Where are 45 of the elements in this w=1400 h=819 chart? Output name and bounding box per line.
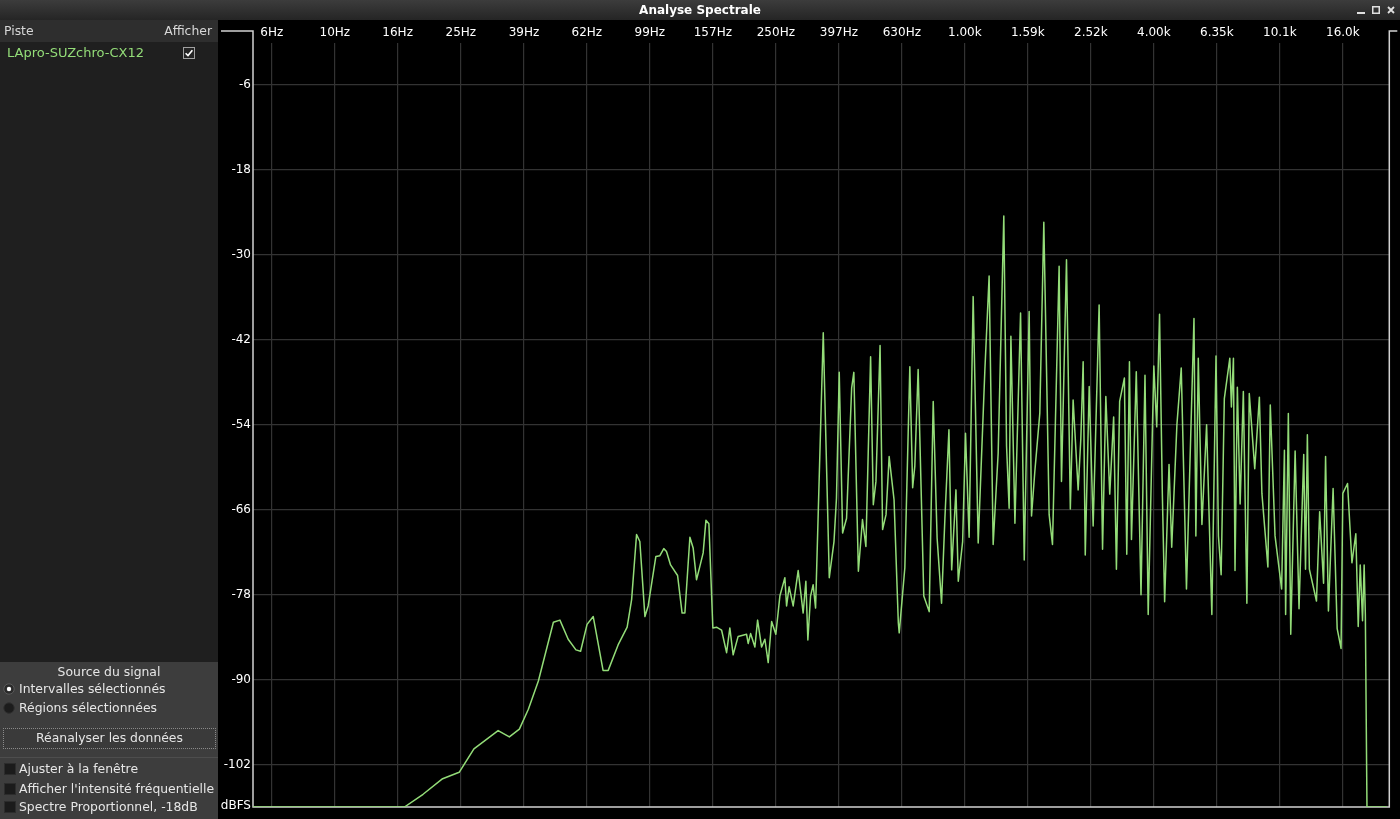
x-tick-label: 99Hz (634, 25, 666, 40)
y-tick-label: -78 (231, 586, 251, 601)
chart-title: Analyse Spectrale (639, 2, 761, 18)
x-tick-label: 16.0k (1325, 25, 1360, 40)
y-tick-label: -18 (231, 162, 251, 177)
x-tick-label: 2.52k (1074, 25, 1108, 40)
text: Afficher (164, 23, 212, 39)
x-tick-label: 630Hz (882, 25, 921, 40)
source-note: Source du signal (57, 664, 161, 680)
y-tick-label: -102 (223, 756, 251, 771)
x-tick-label: 397Hz (819, 25, 858, 40)
y-tick-label: -54 (231, 416, 251, 431)
text: Afficher l'intensité fréquentielle (19, 781, 215, 797)
x-tick-label: 1.59k (1010, 25, 1045, 40)
text: Ajuster à la fenêtre (19, 761, 139, 777)
x-tick-label: 4.00k (1136, 25, 1171, 40)
checkbox[interactable] (4, 783, 16, 795)
y-tick-label: -66 (231, 501, 251, 516)
x-tick-label: 62Hz (571, 25, 603, 40)
y-tick-label: -30 (231, 246, 251, 261)
legend-title: Piste (4, 23, 34, 39)
text: LApro-SUZchro-CX12 (7, 45, 144, 61)
y-tick-label: -6 (239, 77, 251, 92)
button[interactable]: Réanalyser les données (3, 728, 216, 749)
y-tick-label: -90 (231, 671, 251, 686)
x-tick-label: 250Hz (756, 25, 795, 40)
x-tick-label: 25Hz (445, 25, 477, 40)
y-tick-label: -42 (231, 331, 251, 346)
radio-button[interactable] (3, 683, 15, 695)
text: Spectre Proportionnel, -18dB (19, 799, 198, 815)
text: Régions sélectionnées (19, 700, 158, 716)
x-tick-label: 6.35k (1200, 25, 1234, 40)
text: Intervalles sélectionnés (19, 681, 166, 697)
checkbox[interactable] (4, 763, 16, 775)
radio-button[interactable] (3, 702, 15, 714)
checkbox[interactable] (4, 801, 16, 813)
x-tick-label: 16Hz (382, 25, 413, 40)
x-tick-label: 157Hz (693, 25, 732, 40)
y-axis-title: dBFS (220, 798, 251, 813)
x-tick-label: 1.00k (948, 25, 982, 40)
x-tick-label: 10.1k (1263, 25, 1297, 40)
x-tick-label: 39Hz (508, 25, 540, 40)
x-tick-label: 6Hz (260, 25, 284, 40)
x-tick-label: 10Hz (319, 25, 351, 40)
checkbox[interactable] (183, 47, 195, 59)
